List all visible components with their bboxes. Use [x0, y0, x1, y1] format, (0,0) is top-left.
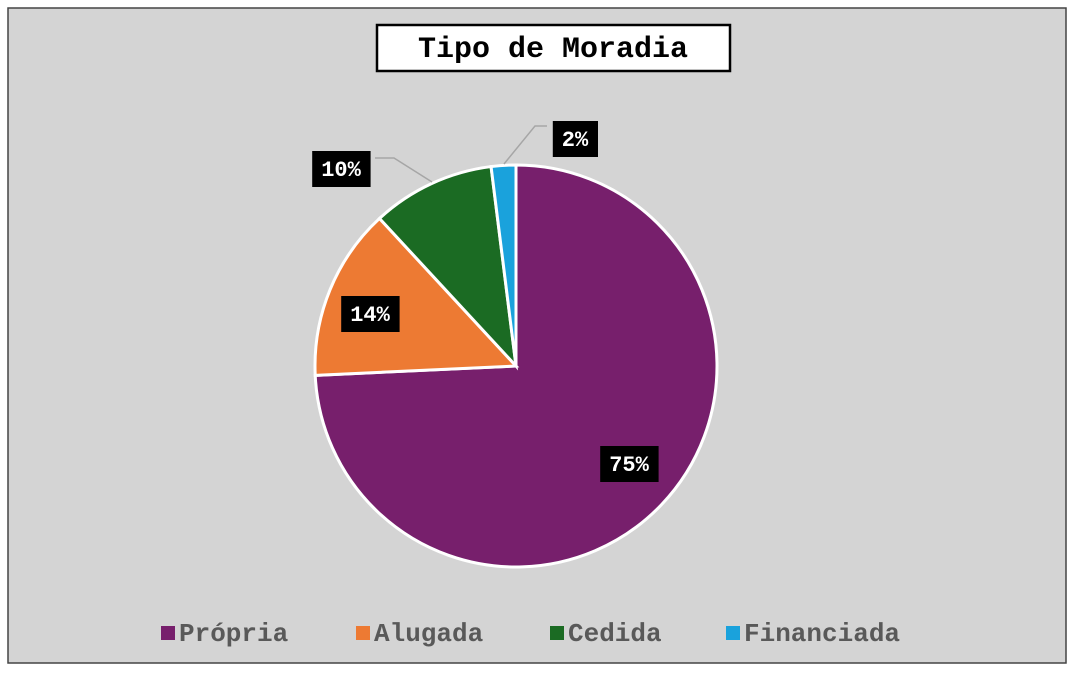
data-label-text: 10%	[321, 158, 361, 183]
leader-line	[375, 157, 433, 183]
legend-label: Própria	[179, 619, 288, 649]
pie-slice	[377, 164, 519, 371]
data-label-box	[600, 446, 659, 482]
data-label-box	[341, 296, 400, 332]
leader-line	[503, 125, 547, 165]
legend-label: Alugada	[374, 619, 483, 649]
legend-swatch	[356, 626, 370, 640]
chart-title: Tipo de Moradia	[418, 33, 688, 67]
pie-slice	[313, 216, 520, 377]
title-box	[375, 23, 732, 73]
data-label-text: 14%	[350, 303, 390, 328]
pie-slice	[489, 163, 518, 367]
data-label: 2%	[552, 121, 598, 157]
data-label-box	[312, 151, 371, 187]
legend-swatch	[726, 626, 740, 640]
data-label: 75%	[600, 446, 659, 482]
data-label-text: 75%	[609, 453, 649, 478]
legend-swatch	[550, 626, 564, 640]
data-label-text: 2%	[562, 128, 589, 153]
data-label-box	[552, 121, 598, 157]
data-label: 10%	[312, 151, 371, 187]
data-label: 14%	[341, 296, 400, 332]
legend-label: Cedida	[568, 619, 662, 649]
legend-swatch	[161, 626, 175, 640]
legend-label: Financiada	[744, 619, 900, 649]
